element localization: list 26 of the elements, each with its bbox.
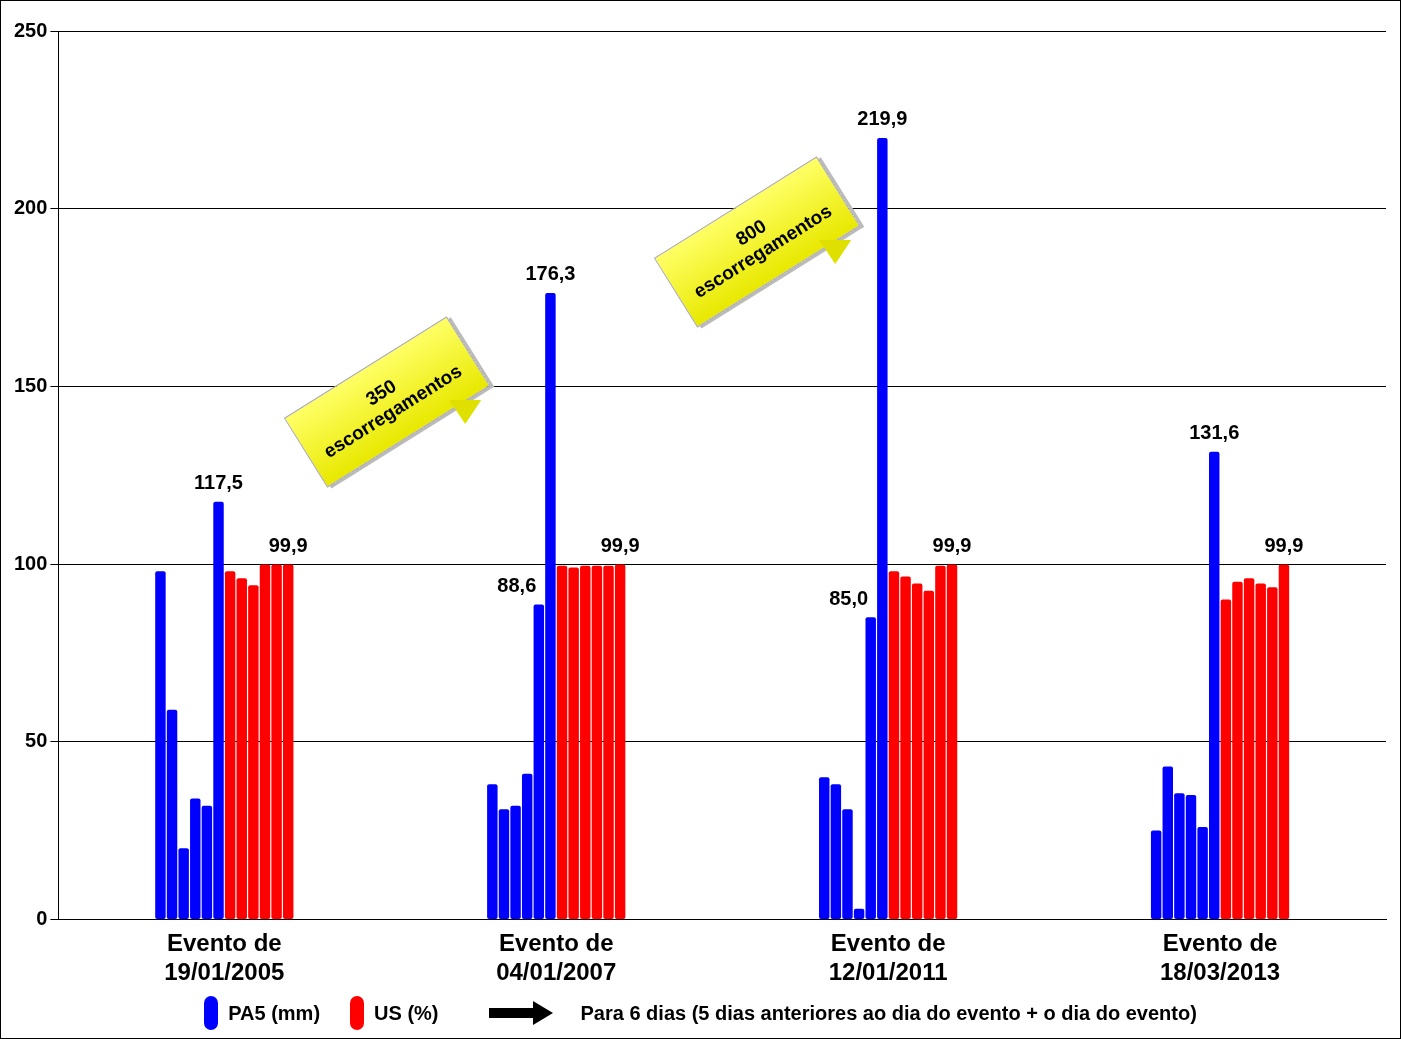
y-tick-label: 100 (13, 551, 48, 574)
bar (1150, 830, 1162, 919)
data-label: 99,9 (932, 533, 972, 556)
bar (224, 571, 236, 919)
data-label: 99,9 (268, 533, 308, 556)
data-label: 131,6 (1189, 421, 1240, 444)
y-tick-label: 200 (13, 196, 48, 219)
data-label: 219,9 (857, 107, 908, 130)
x-tick-label: Evento de 18/03/2013 (1159, 929, 1281, 986)
data-label: 88,6 (497, 574, 537, 597)
y-tick-label: 250 (13, 18, 48, 41)
x-tick-label: Evento de 19/01/2005 (164, 929, 285, 986)
y-tick-label: 150 (13, 373, 48, 396)
data-label: 117,5 (194, 471, 243, 494)
x-tick-label: Evento de 04/01/2007 (496, 929, 617, 986)
y-tick-label: 50 (25, 729, 48, 752)
data-label: 99,9 (1264, 533, 1304, 556)
data-label: 85,0 (829, 586, 869, 609)
y-tick-label: 0 (36, 906, 48, 929)
legend-label: PA5 (mm) (228, 1001, 321, 1025)
legend-label: US (%) (374, 1001, 439, 1025)
data-label: 176,3 (525, 262, 576, 285)
x-tick-label: Evento de 12/01/2011 (828, 929, 948, 986)
data-label: 99,9 (600, 533, 640, 556)
bar (819, 777, 830, 919)
text: Para 6 dias (5 dias anteriores ao dia do evento + o dia do evento) (580, 1001, 1197, 1025)
